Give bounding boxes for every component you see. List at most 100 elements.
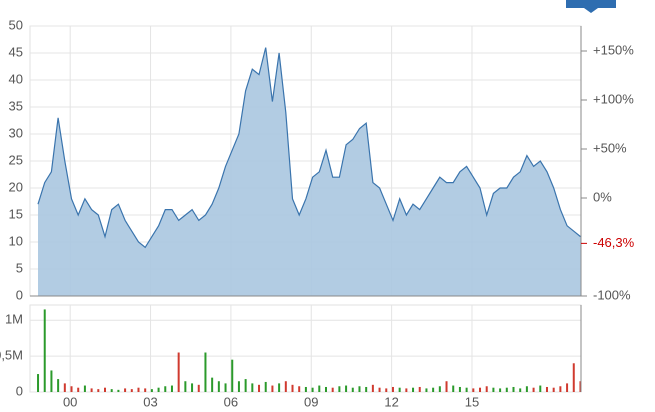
volume-bar (271, 385, 274, 392)
volume-bar (304, 386, 307, 392)
volume-bar (418, 386, 421, 392)
volume-bar (505, 387, 508, 392)
volume-bar (137, 387, 140, 392)
volume-bar (385, 388, 388, 392)
x-tick-label: 12 (384, 394, 398, 409)
volume-bar (63, 383, 66, 392)
volume-bar (204, 352, 207, 392)
y-tick-label: 0 (16, 287, 23, 302)
volume-bar (278, 383, 281, 392)
volume-bar (545, 386, 548, 392)
volume-bar (124, 388, 127, 392)
y-tick-label: 40 (9, 71, 23, 86)
volume-bar (57, 379, 60, 392)
volume-bar (445, 381, 448, 392)
volume-bar (365, 386, 368, 392)
y-tick-label: 0 (16, 383, 23, 398)
volume-bar (432, 387, 435, 392)
volume-bar (184, 381, 187, 392)
volume-bar (539, 385, 542, 392)
volume-bar (519, 388, 522, 392)
x-tick-label: 15 (465, 394, 479, 409)
volume-bar (164, 386, 167, 392)
volume-bar (572, 363, 575, 392)
y-tick-label: 25 (9, 152, 23, 167)
y-tick-label: 45 (9, 44, 23, 59)
y2-tick-label: 0% (593, 189, 612, 204)
volume-bar (331, 387, 334, 392)
y-tick-label: 1M (5, 312, 23, 327)
volume-bar (566, 383, 569, 392)
y-tick-label: 20 (9, 179, 23, 194)
volume-bar (458, 386, 461, 392)
volume-bar (231, 359, 234, 392)
volume-bar (90, 388, 93, 392)
volume-bar (324, 386, 327, 392)
y-tick-label: 30 (9, 125, 23, 140)
volume-bar (499, 388, 502, 392)
volume-bar (211, 377, 214, 392)
menu-tab[interactable] (566, 0, 616, 13)
volume-bar (438, 386, 441, 392)
volume-bar (318, 385, 321, 392)
volume-bar (532, 387, 535, 392)
volume-bar (298, 386, 301, 392)
volume-bar (338, 386, 341, 392)
current-change-label: -46,3% (593, 235, 635, 250)
x-tick-label: 09 (304, 394, 318, 409)
volume-bar (371, 384, 374, 392)
volume-bar (157, 387, 160, 392)
volume-bar (472, 388, 475, 392)
volume-bar (358, 386, 361, 392)
volume-bar (512, 386, 515, 392)
volume-bar (465, 387, 468, 392)
volume-bar (130, 389, 133, 392)
volume-bar (43, 309, 46, 392)
volume-bar (70, 386, 73, 392)
y-tick-label: 15 (9, 206, 23, 221)
y-tick-label: 35 (9, 98, 23, 113)
volume-bar (492, 387, 495, 392)
volume-bar (264, 381, 267, 392)
volume-bar (311, 387, 314, 392)
volume-bar (83, 385, 86, 392)
volume-bar (391, 386, 394, 392)
y2-tick-label: +100% (593, 91, 634, 106)
y-tick-label: 5 (16, 260, 23, 275)
volume-bar (479, 387, 482, 392)
volume-bar (351, 387, 354, 392)
x-tick-label: 06 (224, 394, 238, 409)
volume-bar (144, 388, 147, 392)
volume-bar (77, 387, 80, 392)
volume-bar (345, 385, 348, 392)
area-fill (38, 47, 581, 296)
volume-bar (117, 389, 120, 392)
volume-bar (150, 389, 153, 392)
volume-bar (412, 387, 415, 392)
volume-bar (197, 384, 200, 392)
volume-bar (378, 387, 381, 392)
volume-bar (552, 387, 555, 392)
y-tick-label: 50 (9, 17, 23, 32)
volume-bar (177, 352, 180, 392)
volume-bar (579, 381, 582, 392)
volume-bar (224, 383, 227, 392)
volume-bar (170, 385, 173, 392)
volume-bar (258, 384, 261, 392)
volume-bar (50, 370, 53, 392)
volume-bar (452, 385, 455, 392)
volume-bar (405, 388, 408, 392)
volume-bar (237, 381, 240, 392)
volume-bar (425, 388, 428, 392)
volume-bar (191, 383, 194, 392)
x-tick-label: 00 (63, 394, 77, 409)
y-tick-label: 0,5M (0, 348, 23, 363)
volume-bar (110, 389, 113, 392)
volume-bar (284, 381, 287, 392)
volume-bar (291, 384, 294, 392)
y2-tick-label: +150% (593, 42, 634, 57)
y2-tick-label: +50% (593, 140, 627, 155)
volume-bar (559, 386, 562, 392)
